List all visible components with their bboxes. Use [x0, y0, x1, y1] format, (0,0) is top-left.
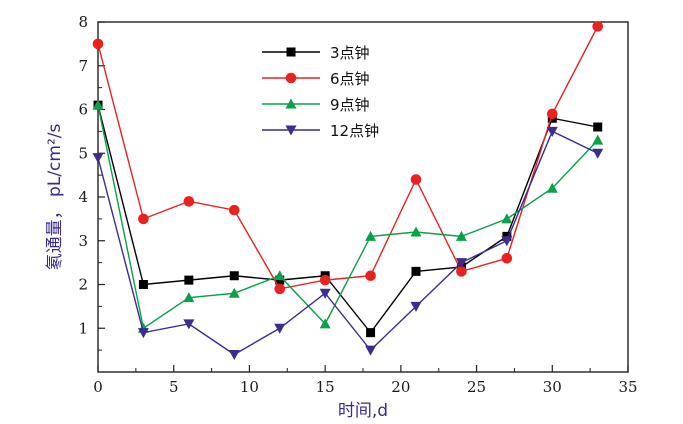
data-point [92, 38, 104, 50]
y-axis-title: 氡通量， pL/cm²/s [45, 124, 65, 271]
data-point [501, 252, 513, 264]
legend-label: 6点钟 [330, 70, 370, 88]
y-tick-label: 7 [78, 57, 88, 75]
data-point [92, 99, 104, 110]
legend-item: 9点钟 [262, 96, 370, 114]
data-point [410, 174, 422, 185]
data-point [501, 236, 513, 247]
y-tick-label: 8 [78, 13, 88, 31]
legend-label: 9点钟 [330, 96, 370, 114]
series-line [97, 104, 599, 330]
x-tick-label: 30 [543, 378, 562, 396]
data-point [546, 126, 558, 137]
data-point [546, 108, 558, 120]
y-tick-label: 6 [78, 101, 88, 119]
x-axis-ticks: 0 5 10 15 20 25 30 35 [93, 365, 638, 396]
y-tick-label: 5 [78, 144, 88, 162]
x-tick-label: 15 [316, 378, 335, 396]
data-point [455, 258, 467, 269]
y-tick-label: 1 [78, 319, 88, 337]
y-tick-label: 4 [78, 188, 88, 206]
legend-marker [286, 47, 296, 57]
data-point [274, 323, 286, 334]
data-point [411, 266, 421, 276]
x-axis-title: 时间,d [338, 401, 388, 421]
series-line [97, 104, 598, 334]
data-point [183, 292, 195, 303]
data-point [592, 148, 604, 159]
y-tick-label: 2 [78, 276, 88, 294]
legend-marker [285, 72, 297, 84]
legend-marker [285, 125, 297, 136]
x-tick-label: 10 [240, 378, 259, 396]
data-point [365, 230, 377, 241]
data-point [366, 328, 376, 338]
legend-label: 12点钟 [330, 122, 379, 140]
data-point [410, 301, 422, 312]
data-point [456, 266, 467, 277]
data-point [365, 345, 377, 356]
y-tick-label: 3 [78, 232, 88, 250]
series-line [97, 130, 599, 356]
series-4 [92, 126, 604, 360]
data-point [229, 271, 239, 281]
data-point [455, 230, 467, 241]
series-layer [92, 21, 604, 360]
data-point [228, 204, 240, 216]
data-point [228, 287, 240, 298]
data-point [274, 270, 286, 281]
data-point [183, 196, 195, 207]
series-2 [92, 21, 604, 295]
data-point [546, 182, 558, 193]
data-point [319, 274, 331, 286]
data-point [319, 318, 331, 329]
data-point [274, 283, 286, 295]
legend-item: 6点钟 [262, 70, 370, 88]
x-tick-label: 5 [169, 378, 179, 396]
data-point [138, 280, 148, 289]
data-point [138, 213, 149, 225]
y-axis-ticks: 1 2 3 4 5 6 7 8 [78, 13, 105, 351]
data-point [183, 319, 195, 330]
x-tick-label: 25 [467, 378, 486, 396]
data-point [501, 213, 513, 224]
x-tick-label: 35 [618, 378, 637, 396]
legend-item: 3点钟 [262, 44, 370, 62]
legend: 3点钟 6点钟 9点钟 12点钟 [262, 44, 379, 140]
legend-item: 12点钟 [262, 122, 379, 140]
legend-label: 3点钟 [330, 44, 370, 62]
data-point [592, 21, 604, 32]
data-point [137, 328, 149, 339]
data-point [592, 134, 604, 145]
x-tick-label: 0 [93, 378, 103, 396]
data-point [92, 153, 104, 164]
data-point [228, 350, 240, 360]
data-point [319, 288, 331, 299]
legend-marker [285, 98, 297, 109]
x-tick-label: 20 [391, 378, 410, 396]
data-point [184, 275, 194, 285]
series-line [97, 26, 599, 290]
data-point [410, 226, 422, 237]
data-point [593, 122, 603, 132]
data-point [365, 270, 376, 282]
